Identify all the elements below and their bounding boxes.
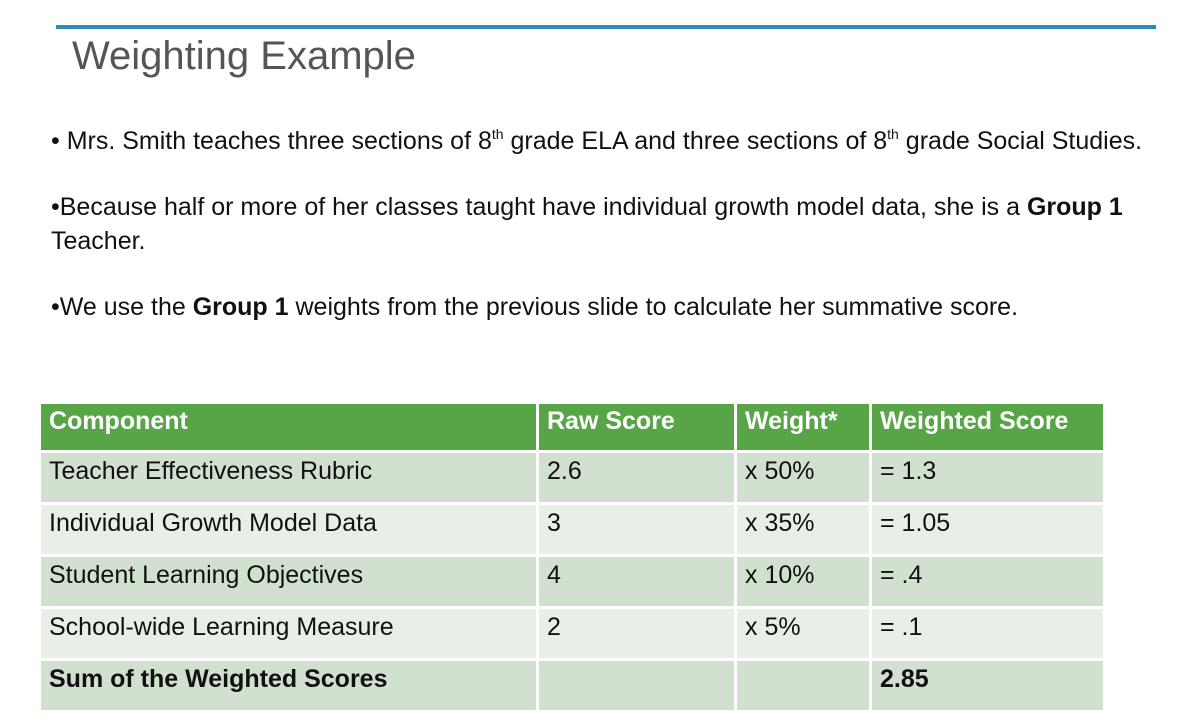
cell-component: Student Learning Objectives bbox=[38, 554, 539, 609]
cell-sum-label: Sum of the Weighted Scores bbox=[38, 658, 539, 713]
cell-weighted-score: = 1.05 bbox=[869, 502, 1106, 557]
header-weighted-score: Weighted Score bbox=[869, 401, 1106, 453]
header-raw-score: Raw Score bbox=[536, 401, 737, 453]
table-row: Individual Growth Model Data 3 x 35% = 1… bbox=[38, 502, 1106, 557]
weighting-table: Component Raw Score Weight* Weighted Sco… bbox=[38, 401, 1106, 713]
bullet-text: •We use the bbox=[51, 293, 193, 321]
header-component: Component bbox=[38, 401, 539, 453]
page-title: Weighting Example bbox=[72, 34, 416, 78]
bullet-emphasis: Group 1 bbox=[192, 293, 289, 321]
cell-weight: x 5% bbox=[734, 606, 872, 661]
title-accent-rule bbox=[56, 25, 1156, 29]
bullet-text: Teacher. bbox=[51, 227, 146, 255]
bullet-text: • Mrs. Smith teaches three sections of 8 bbox=[51, 127, 492, 155]
cell-weighted-score: = 1.3 bbox=[869, 450, 1106, 505]
cell-component: School-wide Learning Measure bbox=[38, 606, 539, 661]
cell-weighted-score: = .4 bbox=[869, 554, 1106, 609]
cell-sum-value: 2.85 bbox=[869, 658, 1106, 713]
ordinal-suffix: th bbox=[491, 126, 504, 142]
bullet-text: weights from the previous slide to calcu… bbox=[288, 293, 1019, 321]
cell-weight: x 50% bbox=[734, 450, 872, 505]
header-weight: Weight* bbox=[734, 401, 872, 453]
table-sum-row: Sum of the Weighted Scores 2.85 bbox=[38, 658, 1106, 713]
cell-empty bbox=[536, 658, 737, 713]
bullet-group-classification: •Because half or more of her classes tau… bbox=[51, 190, 1161, 258]
cell-raw-score: 4 bbox=[536, 554, 737, 609]
cell-weighted-score: = .1 bbox=[869, 606, 1106, 661]
bullet-teaching-load: • Mrs. Smith teaches three sections of 8… bbox=[51, 124, 1161, 158]
cell-empty bbox=[734, 658, 872, 713]
cell-weight: x 10% bbox=[734, 554, 872, 609]
ordinal-suffix: th bbox=[887, 126, 899, 142]
table-row: Student Learning Objectives 4 x 10% = .4 bbox=[38, 554, 1106, 609]
bullet-text: grade ELA and three sections of 8 bbox=[503, 127, 888, 155]
cell-raw-score: 2.6 bbox=[536, 450, 737, 505]
bullet-list: • Mrs. Smith teaches three sections of 8… bbox=[51, 124, 1161, 324]
table-row: Teacher Effectiveness Rubric 2.6 x 50% =… bbox=[38, 450, 1106, 505]
cell-component: Individual Growth Model Data bbox=[38, 502, 539, 557]
table-header-row: Component Raw Score Weight* Weighted Sco… bbox=[38, 401, 1106, 453]
table-row: School-wide Learning Measure 2 x 5% = .1 bbox=[38, 606, 1106, 661]
bullet-text: •Because half or more of her classes tau… bbox=[51, 193, 1027, 221]
cell-weight: x 35% bbox=[734, 502, 872, 557]
bullet-emphasis: Group 1 bbox=[1026, 193, 1123, 221]
cell-raw-score: 2 bbox=[536, 606, 737, 661]
bullet-weights-usage: •We use the Group 1 weights from the pre… bbox=[51, 290, 1161, 324]
cell-raw-score: 3 bbox=[536, 502, 737, 557]
bullet-text: grade Social Studies. bbox=[898, 127, 1143, 155]
cell-component: Teacher Effectiveness Rubric bbox=[38, 450, 539, 505]
